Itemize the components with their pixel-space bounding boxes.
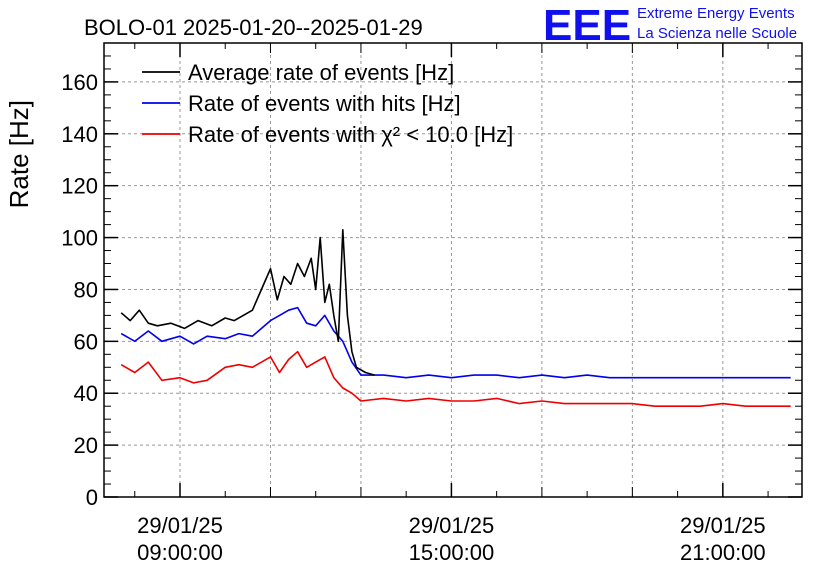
y-tick-label: 60 bbox=[74, 329, 98, 354]
x-tick-label-time: 21:00:00 bbox=[680, 540, 766, 565]
y-tick-label: 0 bbox=[86, 485, 98, 510]
logo-line-1: Extreme Energy Events bbox=[637, 5, 795, 22]
series-line-0 bbox=[120, 229, 375, 376]
y-tick-label: 80 bbox=[74, 277, 98, 302]
legend-label-1: Rate of events with hits [Hz] bbox=[188, 91, 461, 116]
x-tick-label-date: 29/01/25 bbox=[409, 513, 495, 538]
x-tick-label-date: 29/01/25 bbox=[680, 513, 766, 538]
legend-label-0: Average rate of events [Hz] bbox=[188, 60, 454, 85]
chart-title: BOLO-01 2025-01-20--2025-01-29 bbox=[84, 15, 423, 40]
series-line-1 bbox=[120, 306, 791, 379]
x-tick-label-time: 15:00:00 bbox=[409, 540, 495, 565]
y-tick-label: 20 bbox=[74, 433, 98, 458]
x-tick-label-time: 09:00:00 bbox=[137, 540, 223, 565]
y-axis: 0 20 40 60 80 100 120 140 160 bbox=[61, 42, 802, 510]
y-tick-label: 100 bbox=[61, 226, 98, 251]
y-tick-label: 120 bbox=[61, 174, 98, 199]
plot-frame bbox=[103, 42, 803, 498]
grid bbox=[104, 43, 802, 497]
eee-logo: EEE Extreme Energy Events La Scienza nel… bbox=[543, 1, 797, 50]
x-tick-label-date: 29/01/25 bbox=[137, 513, 223, 538]
x-axis: 29/01/2509:00:0029/01/2515:00:0029/01/25… bbox=[134, 43, 769, 565]
legend-label-2: Rate of events with χ² < 10.0 [Hz] bbox=[188, 122, 513, 147]
legend: Average rate of events [Hz] Rate of event… bbox=[142, 60, 513, 147]
series-group bbox=[120, 229, 791, 408]
y-tick-label: 160 bbox=[61, 70, 98, 95]
logo-line-2: La Scienza nelle Scuole bbox=[637, 25, 797, 42]
y-tick-label: 140 bbox=[61, 122, 98, 147]
eee-logo-mark: EEE bbox=[543, 1, 631, 50]
y-tick-label: 40 bbox=[74, 381, 98, 406]
y-axis-label: Rate [Hz] bbox=[4, 100, 34, 208]
series-line-2 bbox=[120, 350, 791, 408]
